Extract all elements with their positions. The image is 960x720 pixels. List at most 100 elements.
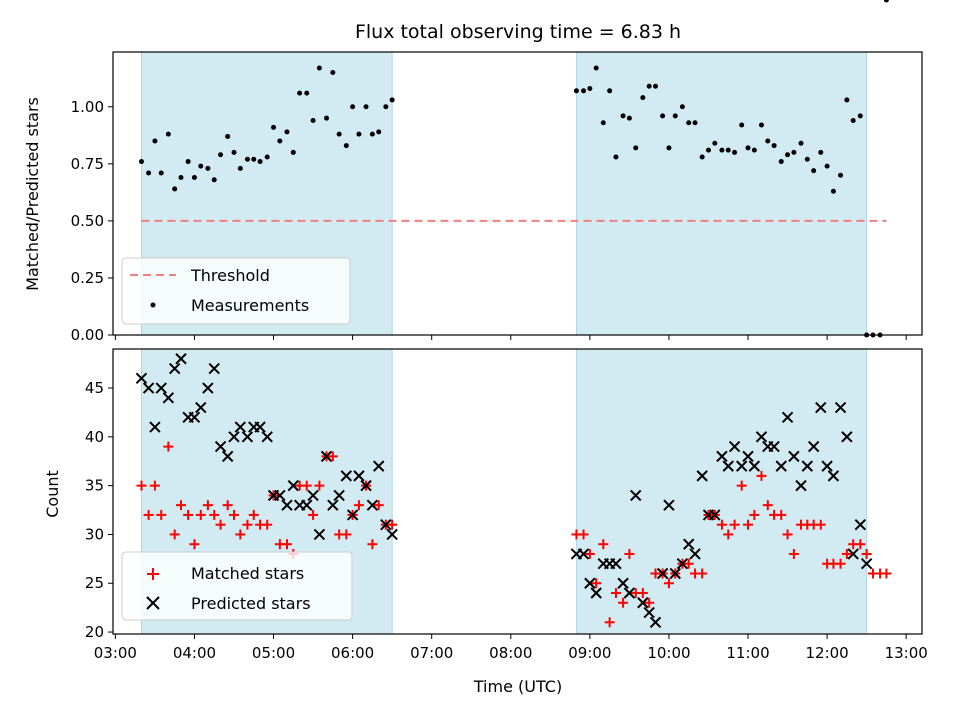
measurement-point [640,95,646,101]
predicted-star-point [801,460,814,472]
measurement-point [205,165,211,171]
predicted-star-point [788,450,800,463]
predicted-star-point [847,548,859,560]
x-tick-label: 08:00 [489,644,532,662]
measurement-point [191,175,197,181]
measurement-point [389,97,395,103]
matched-star-point [584,548,595,559]
predicted-star-point [175,353,187,365]
matched-star-point [195,509,206,520]
bottom-legend: Matched stars Predicted stars [121,551,353,621]
measurement-point [218,152,224,158]
measurement-point [271,124,277,130]
matched-star-point [881,568,892,579]
measurement-point [620,113,626,119]
top-y-axis: 0.00 0.25 0.50 0.75 1.00 [71,98,113,344]
matched-star-point [618,597,629,608]
top-shaded-intervals [140,51,868,336]
predicted-star-point [307,489,319,502]
legend-measurements-swatch [150,302,156,308]
measurement-point [613,154,619,160]
measurement-point [732,149,738,155]
matched-star-point [861,548,872,559]
measurement-point [146,170,152,176]
predicted-star-point [709,509,721,521]
measurement-point [660,113,666,119]
bottom-y-tick-label: 25 [85,574,104,592]
measurement-point [304,90,310,96]
x-tick-label: 07:00 [410,644,453,662]
matched-star-point [242,519,253,530]
matched-star-point [663,578,674,589]
predicted-star-point [637,597,649,609]
measurement-point [264,154,270,160]
legend-measurements-label: Measurements [191,296,309,315]
measurement-point [383,104,389,110]
measurement-point [284,129,290,135]
predicted-star-point [261,431,273,443]
matched-star-point [327,451,338,462]
predicted-star-point [689,548,701,560]
bottom-panel: 20 25 30 35 40 45 03:00 04:00 05:00 06:00 07:00 08… [43,348,928,696]
predicted-star-point [241,431,254,443]
predicted-star-point [301,499,313,511]
predicted-star-point [841,431,853,443]
predicted-star-point [834,401,847,414]
measurement-point [771,143,777,149]
x-tick-label: 03:00 [94,644,137,662]
measurement-point [225,133,231,139]
predicted-star-point [274,489,286,502]
measurement-point [857,113,863,119]
predicted-star-point [202,382,214,394]
measurement-point [811,168,817,174]
bottom-y-tick-label: 20 [85,623,104,641]
measurement-point [330,70,336,76]
matched-star-point [183,509,194,520]
matched-star-point [743,519,754,530]
measurement-point [290,149,296,155]
measurement-point [244,156,250,162]
measurement-point [277,138,283,144]
x-tick-label: 12:00 [805,644,848,662]
measurement-point [138,159,144,165]
predicted-star-point [327,499,339,511]
predicted-star-point [860,558,873,570]
top-x-ticks [114,335,907,340]
measurement-point [798,140,804,146]
predicted-star-point [643,606,655,619]
measurement-point [758,122,764,128]
measurement-point [791,149,797,155]
predicted-star-point [676,558,689,570]
predicted-star-point [755,431,768,443]
matched-star-point [598,539,609,550]
measurement-point [830,188,836,194]
predicted-star-point [590,587,602,599]
measurement-point [607,88,613,94]
matched-star-point [235,529,246,540]
matched-star-point [341,529,352,540]
measurement-point [297,90,303,96]
matched-star-point [855,539,866,550]
measurement-point [719,147,725,153]
predicted-star-point [386,528,398,541]
shaded-interval-2 [575,348,868,635]
measurement-point [573,88,579,94]
matched-star-point [209,509,220,520]
x-tick-label: 05:00 [252,644,295,662]
predicted-star-point [716,450,728,463]
measurement-point [686,120,692,126]
matched-star-point [156,509,167,520]
matched-star-point [262,519,273,530]
predicted-star-point [155,382,167,394]
measurement-point [251,156,257,162]
matched-star-point [756,470,767,481]
x-tick-label: 04:00 [173,644,216,662]
measurement-point [185,159,191,165]
measurement-point [158,170,164,176]
measurement-point [231,149,237,155]
measurement-point [350,104,356,110]
bottom-y-tick-label: 45 [85,379,104,397]
matched-star-point [202,500,213,511]
x-tick-label: 13:00 [885,644,928,662]
measurement-point [725,147,731,153]
